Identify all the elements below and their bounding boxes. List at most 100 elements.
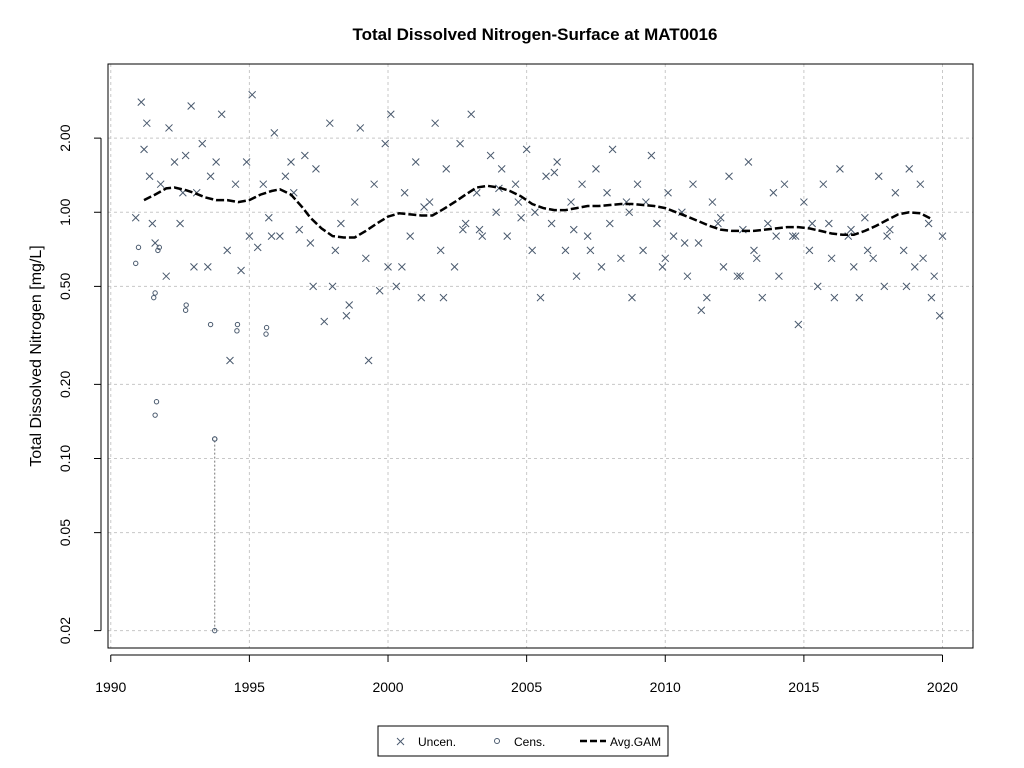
uncen-point-stroke <box>522 145 531 154</box>
y-tick-label: 1.00 <box>57 198 73 225</box>
uncen-point-stroke <box>849 263 858 271</box>
uncen-point-stroke <box>381 139 390 148</box>
uncen-point-stroke <box>375 286 384 295</box>
cens-point <box>152 290 158 296</box>
uncen-point-stroke <box>739 225 747 234</box>
uncen-point <box>309 282 318 291</box>
data-points <box>131 90 947 442</box>
uncen-point <box>780 180 789 189</box>
uncen-point <box>899 246 908 255</box>
uncen-point <box>855 293 864 302</box>
uncen-point <box>375 286 384 295</box>
uncen-point-stroke <box>478 232 487 240</box>
uncen-point <box>553 158 561 166</box>
uncen-point <box>603 188 611 197</box>
uncen-point-stroke <box>680 239 689 247</box>
uncen-point-stroke <box>253 243 262 252</box>
uncen-point-stroke <box>392 282 401 291</box>
uncen-point-stroke <box>203 263 212 271</box>
uncen-point <box>863 246 872 255</box>
uncen-point <box>398 263 406 271</box>
uncen-point-stroke <box>827 254 836 263</box>
uncen-point <box>702 293 711 302</box>
uncen-point <box>190 263 198 271</box>
uncen-point <box>608 145 617 154</box>
uncen-point <box>847 225 855 234</box>
uncen-point-stroke <box>775 272 783 281</box>
uncen-point <box>217 110 226 119</box>
uncen-point-stroke <box>819 180 828 189</box>
uncen-point <box>769 188 778 197</box>
uncen-point-stroke <box>752 254 761 263</box>
uncen-point-stroke <box>370 180 379 189</box>
uncen-point-stroke <box>492 208 500 217</box>
uncen-point <box>633 180 642 189</box>
uncen-point-stroke <box>398 263 406 271</box>
uncen-point <box>237 266 245 275</box>
uncen-point-stroke <box>836 165 844 173</box>
uncen-point <box>714 219 722 228</box>
uncen-point <box>259 180 268 189</box>
legend-cens-icon <box>494 738 500 744</box>
uncen-point-stroke <box>772 232 781 240</box>
uncen-point-stroke <box>542 172 550 181</box>
uncen-point <box>874 172 883 181</box>
uncen-point <box>567 198 575 206</box>
uncen-point-stroke <box>267 232 276 240</box>
y-tick-label: 0.05 <box>57 519 73 546</box>
uncen-point <box>830 293 839 302</box>
cens-point <box>207 321 214 328</box>
uncen-point <box>586 246 595 255</box>
uncen-point-stroke <box>702 293 711 302</box>
uncen-point-stroke <box>689 180 697 189</box>
uncen-point-stroke <box>916 180 925 189</box>
uncen-point-stroke <box>902 282 911 291</box>
uncen-point <box>223 246 232 255</box>
uncen-point-stroke <box>181 151 190 160</box>
uncen-point-stroke <box>863 246 872 255</box>
uncen-point-stroke <box>328 282 337 291</box>
uncen-point <box>938 232 947 240</box>
y-tick-label: 2.00 <box>57 124 73 151</box>
uncen-point <box>716 213 725 222</box>
uncen-point-stroke <box>617 254 625 263</box>
uncen-point <box>664 188 672 197</box>
uncen-point-stroke <box>869 254 878 263</box>
uncen-point-stroke <box>550 168 559 177</box>
y-tick-label: 0.50 <box>57 273 73 300</box>
uncen-point <box>475 225 484 234</box>
uncen-point-stroke <box>306 239 315 247</box>
uncen-point-stroke <box>320 317 329 326</box>
uncen-point <box>176 219 184 228</box>
uncen-point-stroke <box>813 282 822 291</box>
uncen-point-stroke <box>788 232 797 240</box>
uncen-point <box>325 119 334 128</box>
uncen-point-stroke <box>259 180 268 189</box>
uncen-point <box>384 263 392 271</box>
uncen-point-stroke <box>855 293 864 302</box>
uncen-point-stroke <box>137 98 146 106</box>
uncen-point-stroke <box>714 219 722 228</box>
uncen-point <box>517 213 525 222</box>
uncen-point-stroke <box>669 232 678 240</box>
uncen-point-stroke <box>151 239 159 247</box>
cens-point <box>263 331 269 337</box>
uncen-point-stroke <box>572 272 581 281</box>
uncen-point-stroke <box>361 254 370 263</box>
y-axis: 0.02 0.05 0.10 0.20 0.50 1.00 2.00 <box>57 124 102 644</box>
uncen-point <box>145 172 154 181</box>
uncen-point <box>658 263 667 271</box>
uncen-point <box>924 219 933 228</box>
uncen-point-stroke <box>794 320 803 329</box>
uncen-point <box>431 119 440 128</box>
uncen-point <box>187 102 196 110</box>
uncen-point <box>861 213 869 222</box>
uncen-point-stroke <box>733 272 742 281</box>
uncen-point <box>547 219 556 228</box>
uncen-point-stroke <box>223 246 232 255</box>
uncen-point <box>356 124 365 132</box>
uncen-point <box>750 246 758 255</box>
uncen-point-stroke <box>791 232 800 240</box>
uncen-point <box>550 168 559 177</box>
